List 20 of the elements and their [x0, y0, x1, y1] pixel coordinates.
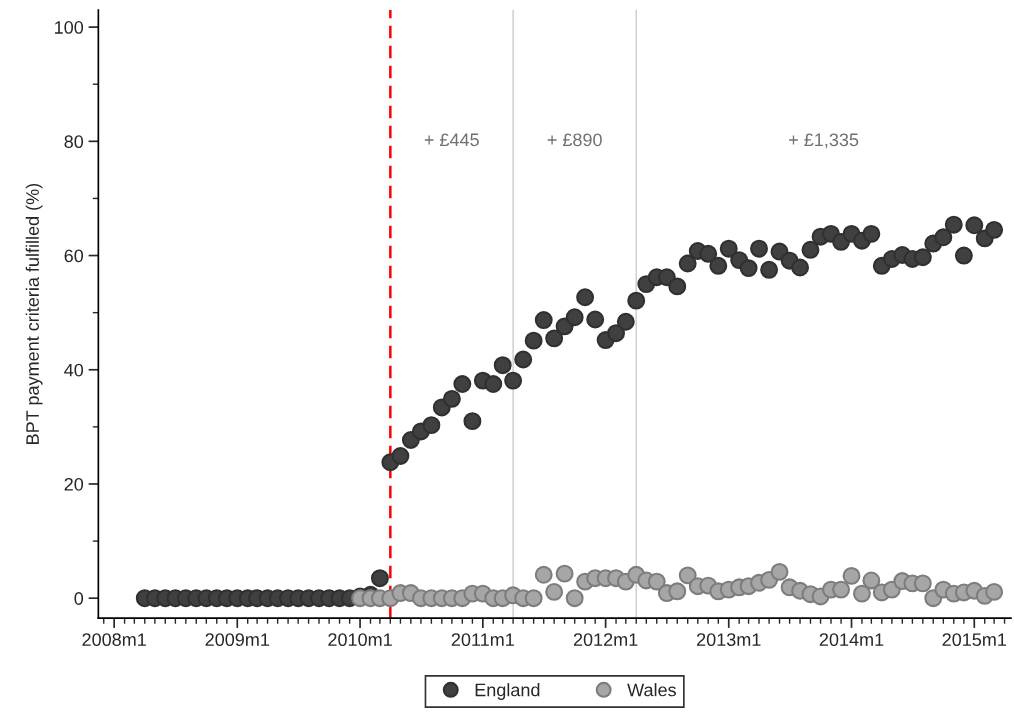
annotation: + £1,335 — [789, 133, 859, 149]
x-tick-label: 2014m1 — [819, 633, 884, 647]
x-tick-label: 2010m1 — [328, 633, 392, 647]
y-tick-label: 20 — [64, 477, 84, 491]
y-tick-label: 40 — [64, 363, 84, 377]
y-tick-label: 60 — [64, 249, 84, 263]
annotation: + £445 — [424, 133, 479, 147]
x-tick-label: 2009m1 — [205, 633, 270, 647]
x-tick-label: 2013m1 — [697, 633, 761, 647]
y-tick-label: 80 — [64, 135, 84, 149]
y-tick-label: 100 — [55, 21, 84, 34]
legend-label: England — [475, 683, 540, 700]
annotation: + £890 — [547, 133, 602, 147]
x-tick-label: 2011m1 — [451, 633, 514, 647]
x-tick-label: 2012m1 — [573, 633, 638, 647]
legend-label: Wales — [627, 683, 676, 697]
y-tick-label: 0 — [74, 592, 84, 605]
x-tick-label: 2015m1 — [942, 633, 1007, 647]
y-axis-title: BPT payment criteria fulfilled (%) — [25, 183, 43, 444]
x-tick-label: 2008m1 — [82, 633, 146, 647]
